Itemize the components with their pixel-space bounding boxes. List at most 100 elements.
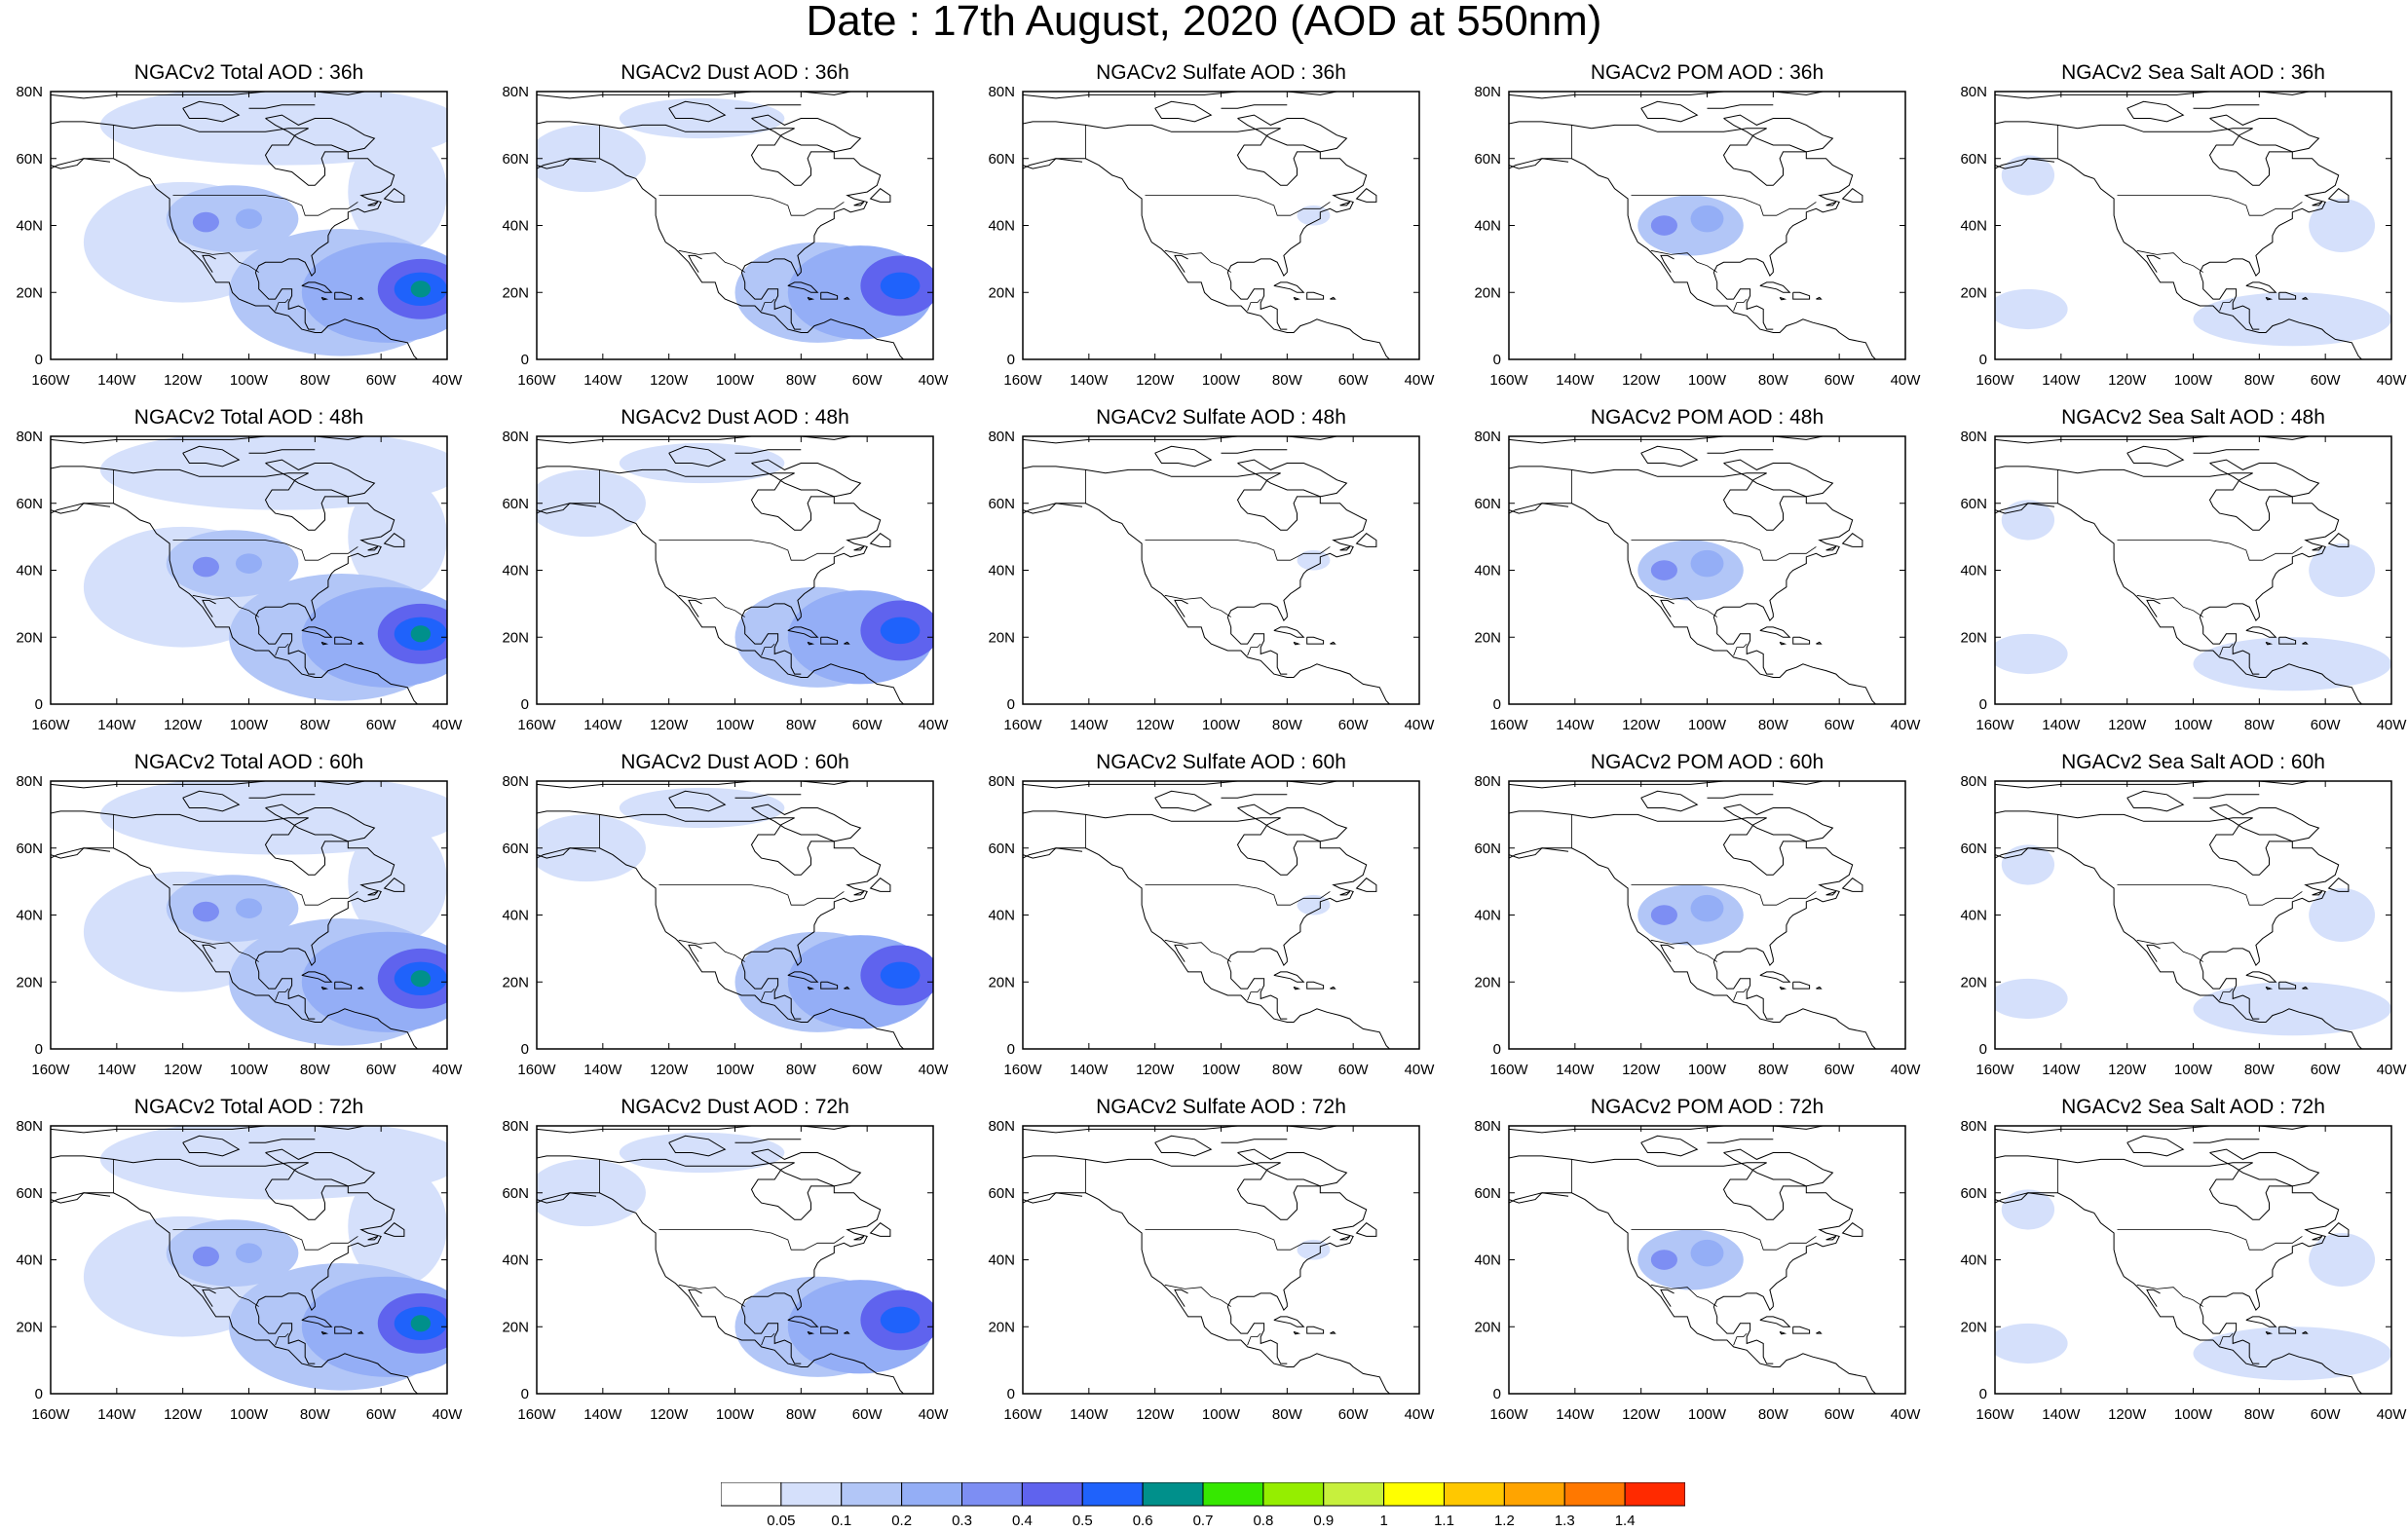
lon-tick-label: 40W: [1891, 372, 1922, 389]
country-border: [1650, 249, 1717, 273]
lon-tick-label: 160W: [31, 717, 70, 733]
coastline: [2327, 878, 2350, 892]
map-frame: 160W 140W 120W 100W 80W 60W 40W 0 20N 40N 60N 80N: [486, 84, 984, 400]
coastline: [265, 114, 376, 153]
aod-region: [2001, 844, 2055, 885]
coastline: [1707, 449, 1774, 454]
coastline: [1416, 92, 1419, 93]
country-border: [1145, 884, 1331, 906]
map-frame: 160W 140W 120W 100W 80W 60W 40W 0 20N 40N 60N 80N: [1458, 429, 1956, 745]
coastline: [2209, 459, 2320, 498]
aod-region: [99, 781, 447, 855]
coastline: [301, 281, 333, 293]
country-border: [192, 1284, 259, 1307]
coastline: [1707, 794, 1774, 799]
colorbar-swatch: [780, 1481, 843, 1507]
lat-tick-label: 20N: [502, 629, 529, 646]
coastline: [1995, 92, 2210, 99]
aod-region: [166, 875, 299, 942]
lat-tick-label: 40N: [1474, 1252, 1501, 1269]
map-svg: 160W 140W 120W 100W 80W 60W 40W 0 20N 40N 60N 80N: [1960, 429, 2407, 733]
coastline: [537, 436, 752, 444]
panel-title: NGACv2 Dust AOD : 48h: [621, 406, 849, 429]
coastline: [1825, 201, 1837, 206]
map-svg: 160W 140W 120W 100W 80W 60W 40W 0 20N 40N 60N 80N: [1474, 773, 1922, 1078]
lon-tick-label: 80W: [786, 1062, 817, 1078]
country-border: [172, 884, 358, 906]
map-svg: 160W 140W 120W 100W 80W 60W 40W 0 20N 40N 60N 80N: [1474, 1118, 1921, 1423]
lon-tick-label: 100W: [2174, 1062, 2213, 1078]
lon-tick-label: 120W: [1622, 717, 1661, 733]
lon-tick-label: 40W: [1891, 1062, 1922, 1078]
coastline: [1995, 466, 2340, 621]
coastline: [853, 1235, 865, 1241]
colorbar-label: 0.1: [831, 1513, 851, 1527]
lon-tick-label: 100W: [230, 1406, 269, 1423]
coastline: [1995, 847, 2362, 1049]
colorbar-swatch: [1202, 1481, 1264, 1507]
coastline: [1509, 1126, 1724, 1134]
lat-tick-label: 60N: [1960, 151, 1987, 168]
map-svg: 160W 140W 120W 100W 80W 60W 40W 0 20N 40N 60N 80N: [16, 773, 463, 1078]
coastline: [1660, 1289, 1674, 1307]
coastline: [688, 944, 702, 962]
coastline: [1154, 445, 1213, 467]
coastline: [1023, 810, 1368, 966]
coastline: [320, 1330, 329, 1335]
map-frame: 160W 140W 120W 100W 80W 60W 40W 0 20N 40N 60N 80N: [1458, 1118, 1956, 1435]
lon-tick-label: 60W: [1338, 717, 1370, 733]
coastline: [1509, 466, 1854, 621]
lon-tick-label: 140W: [583, 717, 622, 733]
panel-title: NGACv2 Sea Salt AOD : 36h: [2061, 61, 2325, 84]
lon-tick-label: 80W: [2244, 1406, 2276, 1423]
country-border: [1247, 298, 1261, 312]
country-border: [2117, 1229, 2303, 1251]
lat-tick-label: 60N: [1474, 496, 1501, 512]
lat-tick-label: 20N: [988, 629, 1015, 646]
coastline: [1640, 100, 1699, 123]
country-border: [1733, 298, 1748, 312]
coastline: [51, 503, 111, 514]
coastline: [2126, 1135, 2185, 1157]
lat-tick-label: 80N: [16, 84, 43, 100]
lon-tick-label: 140W: [97, 1062, 136, 1078]
coastline: [1816, 986, 1823, 990]
lat-tick-label: 0: [1007, 696, 1015, 713]
coastline: [1995, 158, 2362, 359]
coastline: [740, 272, 802, 330]
country-border: [1631, 540, 1817, 561]
country-border: [2219, 643, 2234, 656]
lon-tick-label: 100W: [1202, 372, 1241, 389]
country-border: [1631, 195, 1817, 216]
coastline: [51, 781, 266, 789]
lat-tick-label: 60N: [16, 841, 43, 857]
lon-tick-label: 160W: [1489, 717, 1528, 733]
coastline: [51, 158, 418, 359]
coastline: [1509, 158, 1876, 359]
lat-tick-label: 60N: [1960, 496, 1987, 512]
aod-region: [235, 898, 263, 918]
lon-tick-label: 160W: [1489, 372, 1528, 389]
country-border: [658, 1229, 845, 1251]
country-border: [761, 643, 775, 656]
lon-tick-label: 80W: [1758, 372, 1789, 389]
coastline: [1759, 1316, 1791, 1327]
aod-region: [2001, 500, 2055, 541]
coastline: [1995, 436, 2210, 444]
coastline: [820, 291, 839, 300]
aod-region: [1297, 549, 1331, 571]
coastline: [1293, 986, 1301, 990]
coastline: [668, 445, 727, 467]
colorbar-swatch: [961, 1481, 1023, 1507]
coastline: [2199, 961, 2260, 1020]
lon-tick-label: 100W: [716, 1062, 755, 1078]
lon-tick-label: 60W: [1825, 372, 1856, 389]
coastline: [853, 890, 865, 896]
lat-tick-label: 80N: [502, 773, 529, 790]
lat-tick-label: 0: [1979, 696, 1987, 713]
aod-region: [1650, 1250, 1677, 1270]
panel-grid: NGACv2 Total AOD : 36h 160W 140W 120W 100W 80…: [16, 61, 2407, 1435]
coastline: [1712, 272, 1774, 330]
country-border: [1145, 1229, 1331, 1251]
coastline: [383, 1222, 405, 1237]
